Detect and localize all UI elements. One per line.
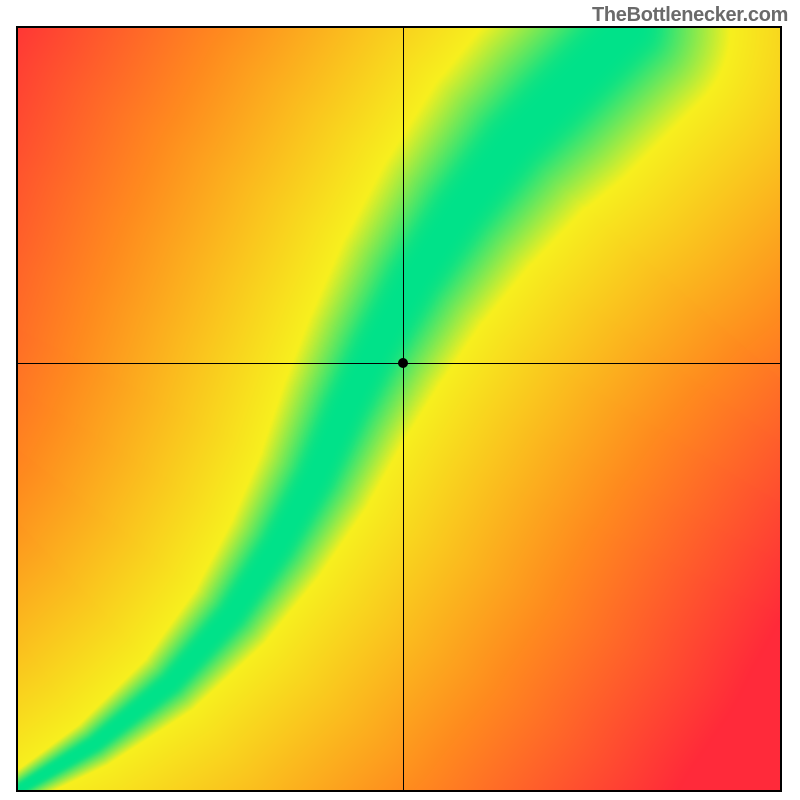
bottleneck-heatmap xyxy=(18,28,780,790)
chart-container: TheBottlenecker.com xyxy=(0,0,800,800)
crosshair-marker xyxy=(398,358,408,368)
crosshair-vertical xyxy=(403,28,404,790)
watermark-text: TheBottlenecker.com xyxy=(592,4,788,27)
